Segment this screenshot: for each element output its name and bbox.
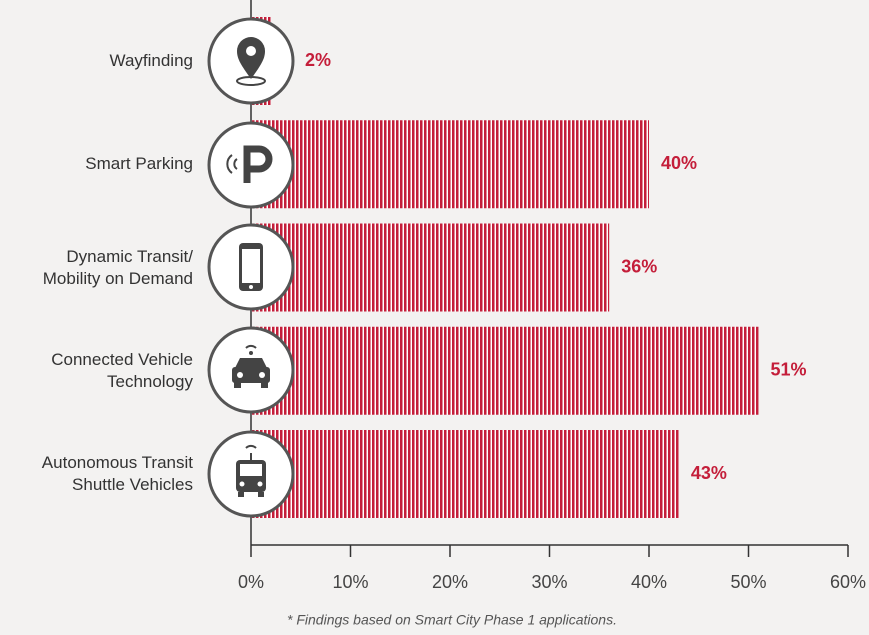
x-tick-label: 50%	[730, 572, 766, 592]
x-tick-label: 0%	[238, 572, 264, 592]
value-label: 36%	[621, 256, 657, 276]
value-label: 40%	[661, 153, 697, 173]
icon-car	[207, 326, 295, 414]
x-tick-label: 30%	[531, 572, 567, 592]
bar	[251, 223, 610, 312]
value-label: 43%	[691, 463, 727, 483]
icon-bus	[207, 430, 295, 518]
bars	[251, 17, 759, 518]
bar	[251, 120, 649, 209]
x-tick-label: 10%	[332, 572, 368, 592]
value-label: 2%	[305, 50, 331, 70]
icon-pin	[207, 17, 295, 105]
icons	[207, 17, 295, 518]
category-label: Autonomous Transit Shuttle Vehicles	[41, 453, 193, 494]
value-label: 51%	[770, 360, 806, 380]
category-label: Wayfinding	[109, 51, 193, 70]
footnote: * Findings based on Smart City Phase 1 a…	[287, 612, 617, 628]
icon-parking	[207, 121, 295, 209]
x-tick-label: 60%	[830, 572, 866, 592]
x-tick-label: 20%	[432, 572, 468, 592]
x-tick-label: 40%	[631, 572, 667, 592]
bar	[251, 326, 759, 415]
category-label: Connected Vehicle Technology	[51, 349, 193, 391]
bar	[251, 430, 679, 518]
icon-phone	[207, 223, 295, 311]
category-label: Dynamic Transit/ Mobility on Demand	[42, 246, 193, 288]
category-label: Smart Parking	[85, 154, 193, 174]
